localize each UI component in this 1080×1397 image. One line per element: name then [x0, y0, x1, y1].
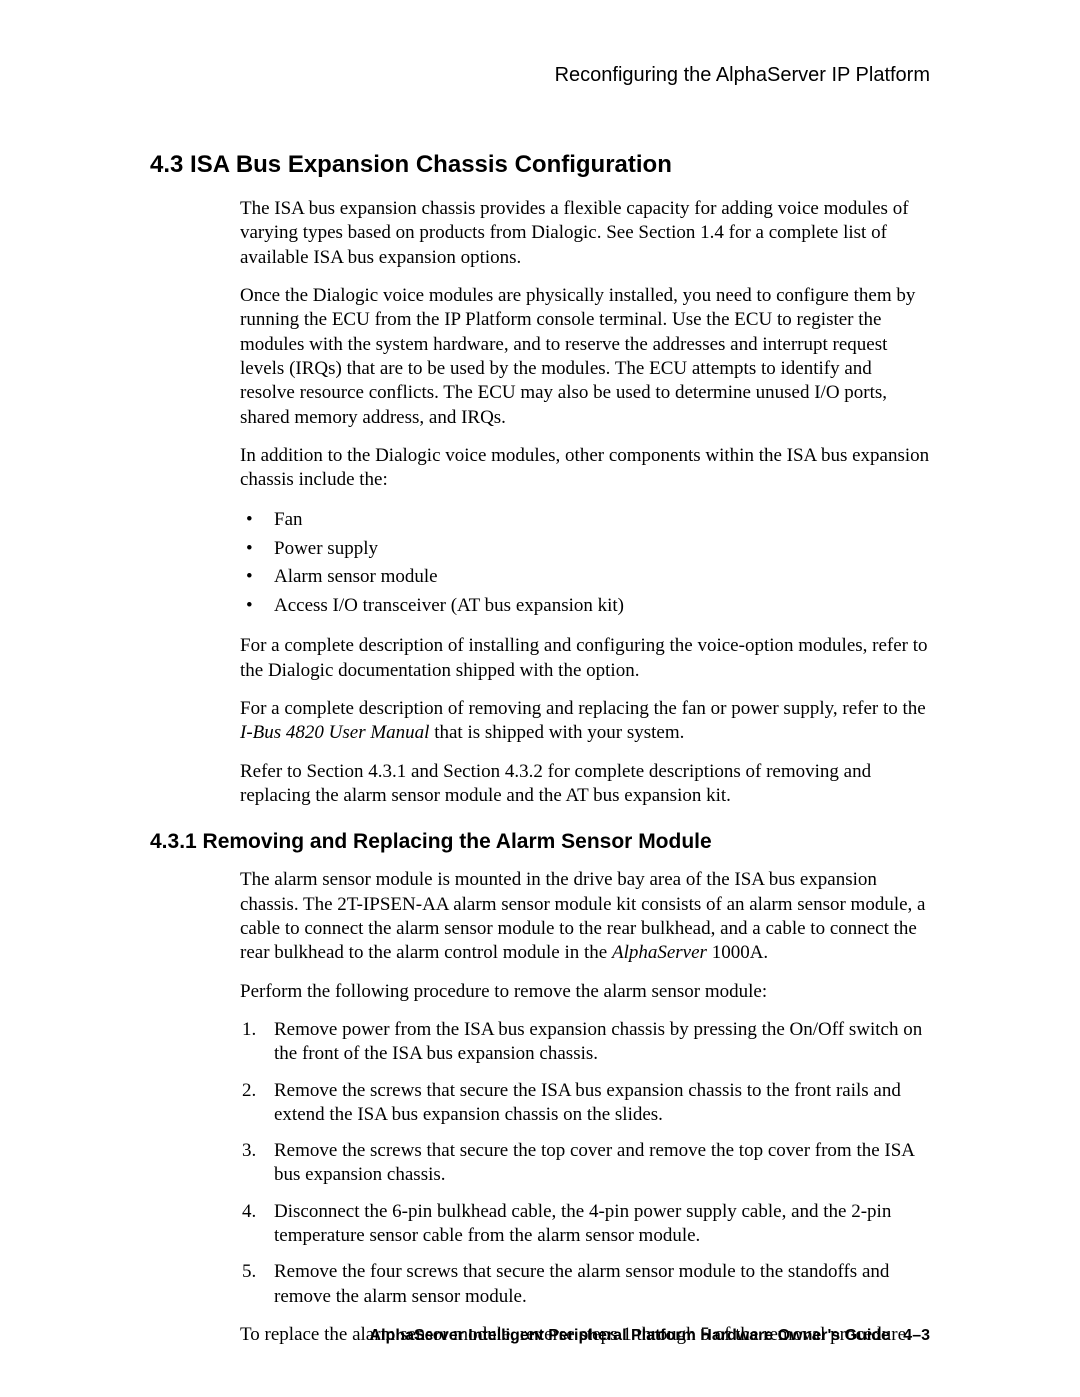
paragraph: For a complete description of removing a… [240, 697, 930, 746]
paragraph: The ISA bus expansion chassis provides a… [240, 197, 930, 270]
book-title: AlphaServer Intelligent Peripheral Platf… [370, 1327, 890, 1344]
text-run: The alarm sensor module is mounted in th… [240, 869, 925, 963]
list-item: Alarm sensor module [240, 563, 930, 592]
running-header: Reconfiguring the AlphaServer IP Platfor… [150, 64, 930, 87]
page-footer: AlphaServer Intelligent Peripheral Platf… [150, 1327, 930, 1345]
text-run: that is shipped with your system. [429, 722, 684, 743]
product-name: AlphaServer [612, 942, 707, 963]
subsection-heading-4-3-1: 4.3.1 Removing and Replacing the Alarm S… [150, 830, 930, 854]
paragraph: Perform the following procedure to remov… [240, 980, 930, 1004]
paragraph: Refer to Section 4.3.1 and Section 4.3.2… [240, 760, 930, 809]
list-item: Power supply [240, 535, 930, 564]
paragraph: The alarm sensor module is mounted in th… [240, 868, 930, 965]
section-body: The ISA bus expansion chassis provides a… [240, 197, 930, 808]
text-run: 1000A. [707, 942, 768, 963]
section-heading-4-3: 4.3 ISA Bus Expansion Chassis Configurat… [150, 151, 930, 179]
step: Remove power from the ISA bus expansion … [240, 1018, 930, 1067]
list-item: Fan [240, 506, 930, 535]
step: Remove the four screws that secure the a… [240, 1260, 930, 1309]
page-number: 4–3 [903, 1327, 930, 1344]
procedure-steps: Remove power from the ISA bus expansion … [240, 1018, 930, 1309]
list-item: Access I/O transceiver (AT bus expansion… [240, 592, 930, 621]
text-run: For a complete description of removing a… [240, 698, 926, 719]
paragraph: Once the Dialogic voice modules are phys… [240, 284, 930, 430]
paragraph: In addition to the Dialogic voice module… [240, 444, 930, 493]
step: Remove the screws that secure the ISA bu… [240, 1079, 930, 1128]
step: Remove the screws that secure the top co… [240, 1139, 930, 1188]
component-list: Fan Power supply Alarm sensor module Acc… [240, 506, 930, 620]
step: Disconnect the 6-pin bulkhead cable, the… [240, 1200, 930, 1249]
subsection-body: The alarm sensor module is mounted in th… [240, 868, 930, 1347]
paragraph: For a complete description of installing… [240, 634, 930, 683]
manual-title: I-Bus 4820 User Manual [240, 722, 429, 743]
